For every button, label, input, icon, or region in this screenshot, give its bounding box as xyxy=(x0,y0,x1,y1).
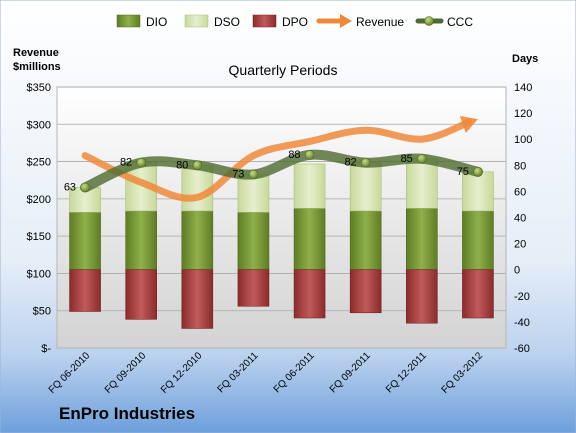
bar-dio xyxy=(237,211,270,270)
legend-label-revenue: Revenue xyxy=(356,15,404,29)
right-tick-label: -60 xyxy=(514,343,530,355)
left-tick-label: $200 xyxy=(27,194,51,206)
plot-area xyxy=(56,86,507,349)
bar-dso xyxy=(293,163,326,209)
right-tick-label: 120 xyxy=(514,108,532,120)
bar-dio xyxy=(293,208,326,271)
right-tick-label: 140 xyxy=(514,82,532,94)
left-axis-title-line2: $millions xyxy=(13,61,61,73)
bar-dso xyxy=(349,162,382,212)
right-tick-label: 100 xyxy=(514,134,532,146)
ccc-data-label: 73 xyxy=(232,168,244,180)
right-axis-ticks: -60 -40 -20 0 20 40 60 80 100 120 140 xyxy=(514,82,532,355)
right-tick-label: -40 xyxy=(514,317,530,329)
left-tick-label: $250 xyxy=(27,157,51,169)
bar-dio xyxy=(349,210,382,271)
ccc-marker xyxy=(304,150,315,160)
left-axis-ticks: $- $50 $100 $150 $200 $250 $300 $350 xyxy=(27,82,52,355)
left-tick-label: $50 xyxy=(33,306,51,318)
bar-dpo xyxy=(69,269,101,312)
bars xyxy=(69,158,494,329)
right-tick-label: 40 xyxy=(514,213,526,225)
ccc-data-label: 85 xyxy=(401,153,413,165)
data-labels: 63 82 80 73 88 82 85 75 xyxy=(64,149,469,194)
legend-label-dso: DSO xyxy=(214,15,240,29)
legend-label-dpo: DPO xyxy=(282,15,308,29)
left-tick-label: $100 xyxy=(27,268,51,280)
company-name: EnPro Industries xyxy=(59,404,195,423)
left-tick-label: $300 xyxy=(27,119,51,131)
bar-dio xyxy=(181,210,214,271)
bar-dpo xyxy=(125,269,157,320)
bar-dpo xyxy=(181,269,214,329)
chart-title: Quarterly Periods xyxy=(229,62,338,78)
bar-dio xyxy=(462,210,494,271)
line-revenue xyxy=(81,118,473,202)
left-tick-label: $- xyxy=(41,343,51,355)
ccc-marker xyxy=(248,169,259,180)
left-tick-label: $150 xyxy=(27,231,51,243)
bar-dso xyxy=(181,165,214,212)
legend-label-ccc: CCC xyxy=(447,15,473,29)
ccc-marker xyxy=(80,182,90,193)
bar-dio xyxy=(406,208,438,271)
bar-dio xyxy=(69,211,101,270)
ccc-marker xyxy=(360,157,371,168)
right-axis-title: Days xyxy=(512,53,538,65)
legend-swatch-dso xyxy=(184,14,209,28)
bar-dpo xyxy=(237,269,270,307)
bar-dpo xyxy=(293,269,326,319)
ccc-data-label: 80 xyxy=(176,159,188,171)
bar-dpo xyxy=(406,269,438,324)
bar-dpo xyxy=(462,269,494,319)
bar-dso xyxy=(237,174,270,213)
legend-label-dio: DIO xyxy=(146,15,167,29)
right-tick-label: -20 xyxy=(514,291,530,303)
right-tick-label: 60 xyxy=(514,186,526,198)
right-tick-label: 80 xyxy=(514,160,526,172)
bar-dio xyxy=(125,210,157,271)
ccc-marker xyxy=(192,160,203,171)
right-tick-label: 20 xyxy=(514,239,526,251)
legend-swatch-revenue xyxy=(316,14,352,28)
legend-swatch-dpo xyxy=(252,14,277,28)
left-tick-label: $350 xyxy=(27,82,51,94)
bar-dso xyxy=(406,158,438,209)
ccc-marker xyxy=(136,157,146,168)
ccc-marker xyxy=(473,167,483,177)
bar-dpo xyxy=(349,269,382,314)
ccc-marker xyxy=(417,153,427,164)
ccc-data-label: 88 xyxy=(288,149,300,161)
series-lines xyxy=(80,115,483,202)
ccc-data-label: 63 xyxy=(64,181,76,193)
right-tick-label: 0 xyxy=(514,265,520,277)
legend-swatch-dio xyxy=(116,14,141,28)
legend-swatch-ccc xyxy=(415,16,444,26)
ccc-data-label: 82 xyxy=(344,157,356,169)
legend: DIO DSO DPO Revenue CCC xyxy=(116,14,473,29)
ccc-data-label: 75 xyxy=(457,166,469,178)
ccc-data-label: 82 xyxy=(120,157,132,169)
bar-dso xyxy=(462,171,494,212)
left-axis-title-line1: Revenue xyxy=(13,47,59,59)
revenue-arrowhead xyxy=(459,115,478,133)
